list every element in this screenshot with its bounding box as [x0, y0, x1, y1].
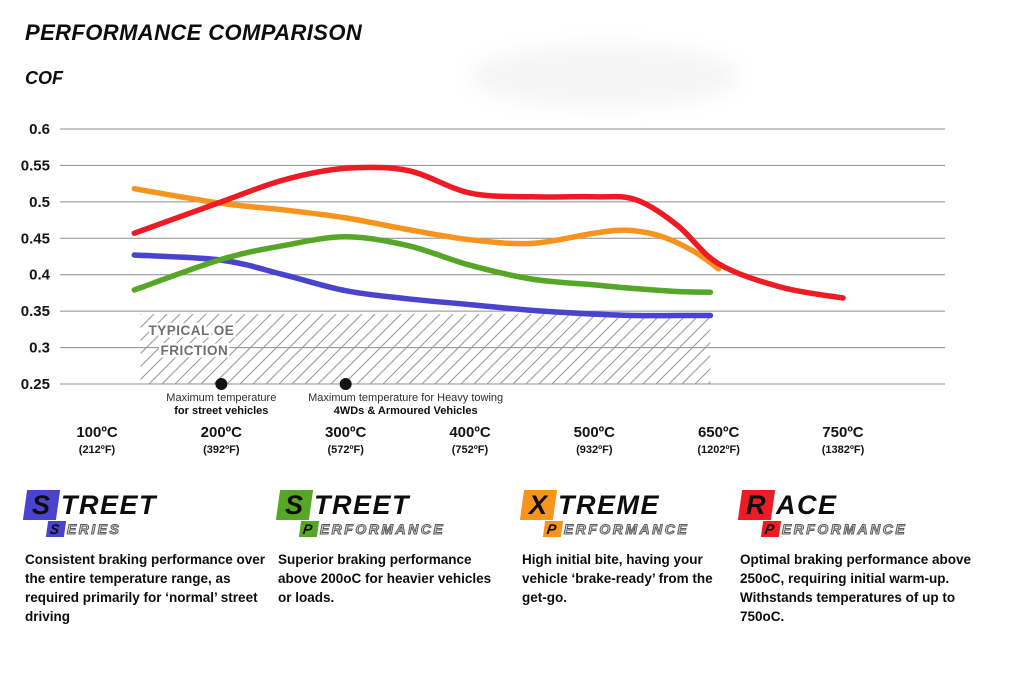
- x-tick-fahrenheit: (1382ºF): [822, 444, 865, 456]
- logo-word-rest: TREET: [314, 490, 411, 520]
- logo-subtitle-first-letter: P: [542, 521, 563, 537]
- y-tick-label: 0.45: [21, 230, 50, 247]
- logo-subtitle: P ERFORMANCE: [298, 521, 508, 538]
- logo-subtitle: P ERFORMANCE: [542, 521, 720, 538]
- x-tick-celsius: 200ºC: [201, 424, 243, 441]
- x-tick-fahrenheit: (932ºF): [576, 444, 613, 456]
- y-tick-label: 0.35: [21, 303, 50, 320]
- max-temp-marker-dot: [215, 378, 228, 390]
- series-curve-street-performance: [131, 234, 714, 295]
- x-tick-fahrenheit: (572ºF): [327, 444, 364, 456]
- x-tick-celsius: 100ºC: [76, 424, 118, 441]
- logo-word: S TREET: [275, 490, 508, 520]
- logo-subtitle: P ERFORMANCE: [760, 521, 988, 538]
- chart-canvas: 0.6 0.55 0.5 0.45 0.4 0.35 0.3 0.25 TYPICAL OE FR…: [21, 121, 945, 456]
- series-curve-race-performance: [131, 164, 846, 301]
- series-curve-street-series: [131, 252, 714, 319]
- max-temp-marker-line2: 4WDs & Armoured Vehicles: [334, 405, 478, 417]
- x-tick-celsius: 300ºC: [325, 424, 367, 441]
- max-temp-marker-line1: Maximum temperature for Heavy towing: [308, 392, 503, 404]
- y-axis-title: COF: [25, 68, 63, 88]
- page-title: PERFORMANCE COMPARISON: [25, 20, 363, 45]
- scan-artifact: [470, 45, 740, 107]
- street-series-logo: S TREET S ERIES: [22, 490, 268, 538]
- y-tick-label: 0.3: [29, 340, 50, 357]
- legend-description: Consistent braking performance over the …: [25, 552, 266, 624]
- legend-item-race-performance: R ACE P ERFORMANCE Optimal braking perform…: [737, 490, 988, 627]
- logo-word-rest: TREME: [558, 490, 660, 520]
- max-temp-marker-line1: Maximum temperature: [166, 392, 276, 404]
- legend-item-xtreme-performance: X TREME P ERFORMANCE High initial bite, ha…: [519, 490, 720, 608]
- logo-subtitle-first-letter: S: [45, 521, 66, 537]
- legend-item-street-series: S TREET S ERIES Consistent braking perform…: [22, 490, 268, 627]
- logo-word: R ACE: [737, 490, 988, 520]
- performance-chart: 0.6 0.55 0.5 0.45 0.4 0.35 0.3 0.25 TYPICAL OE FR…: [21, 121, 945, 456]
- oe-band-label-line2: FRICTION: [161, 343, 229, 358]
- logo-subtitle-rest: ERFORMANCE: [781, 521, 908, 538]
- logo-letter-box: R: [737, 490, 776, 520]
- street-performance-logo: S TREET P ERFORMANCE: [275, 490, 508, 538]
- legend-description: Superior braking performance above 200oC…: [278, 552, 492, 605]
- logo-subtitle: S ERIES: [45, 521, 268, 538]
- logo-word: S TREET: [22, 490, 268, 520]
- legend: S TREET S ERIES Consistent braking perform…: [0, 490, 1024, 680]
- x-tick-celsius: 750ºC: [822, 424, 864, 441]
- y-tick-label: 0.5: [29, 194, 50, 211]
- logo-subtitle-rest: ERIES: [66, 521, 122, 538]
- logo-letter-box: S: [275, 490, 314, 520]
- race-performance-logo: R ACE P ERFORMANCE: [737, 490, 988, 538]
- logo-subtitle-rest: ERFORMANCE: [563, 521, 690, 538]
- y-tick-label: 0.4: [29, 267, 51, 284]
- logo-word: X TREME: [519, 490, 720, 520]
- logo-subtitle-rest: ERFORMANCE: [319, 521, 446, 538]
- x-tick-fahrenheit: (392ºF): [203, 444, 240, 456]
- oe-friction-band: [140, 314, 711, 384]
- legend-description: Optimal braking performance above 250oC,…: [740, 552, 972, 624]
- logo-word-rest: ACE: [776, 490, 838, 520]
- y-tick-label: 0.25: [21, 376, 50, 393]
- x-tick-celsius: 500ºC: [574, 424, 616, 441]
- x-tick-celsius: 650ºC: [698, 424, 740, 441]
- max-temp-marker-line2: for street vehicles: [174, 405, 268, 417]
- y-tick-label: 0.6: [29, 121, 50, 138]
- logo-subtitle-first-letter: P: [760, 521, 781, 537]
- x-tick-fahrenheit: (752ºF): [452, 444, 489, 456]
- logo-subtitle-first-letter: P: [298, 521, 319, 537]
- x-tick-fahrenheit: (1202ºF): [697, 444, 740, 456]
- x-tick-fahrenheit: (212ºF): [79, 444, 116, 456]
- max-temp-marker-dot: [339, 378, 352, 390]
- y-tick-label: 0.55: [21, 157, 50, 174]
- xtreme-performance-logo: X TREME P ERFORMANCE: [519, 490, 720, 538]
- logo-letter-box: X: [519, 490, 558, 520]
- x-tick-celsius: 400ºC: [449, 424, 491, 441]
- legend-item-street-performance: S TREET P ERFORMANCE Superior braking perf…: [275, 490, 508, 608]
- logo-word-rest: TREET: [61, 490, 158, 520]
- series-curve-xtreme-performance: [131, 185, 722, 272]
- oe-band-label-line1: TYPICAL OE: [149, 323, 235, 338]
- logo-letter-box: S: [22, 490, 61, 520]
- legend-description: High initial bite, having your vehicle ‘…: [522, 552, 713, 605]
